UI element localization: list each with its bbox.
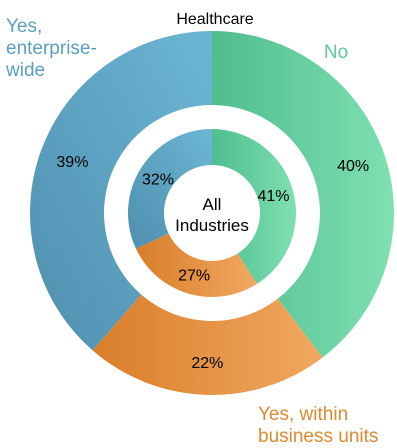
category-label-within-business-units-line-2: business units: [258, 426, 378, 447]
chart-title: Healthcare: [176, 11, 253, 28]
category-label-enterprise-wide-line-3: wide: [5, 60, 45, 81]
center-label-line2: Industries: [175, 216, 249, 235]
inner-slice-no: [212, 129, 297, 284]
outer-slice-enterprise-wide: [30, 31, 213, 351]
inner-value-label-no: 41%: [257, 188, 289, 205]
outer-value-label-enterprise-wide: 39%: [56, 154, 88, 171]
category-label-enterprise-wide-line-2: enterprise-: [6, 38, 97, 59]
outer-slice-no: [212, 31, 395, 358]
category-label-enterprise-wide-line-1: Yes,: [6, 16, 42, 37]
outer-slice-within-business-units: [92, 294, 323, 396]
category-label-no-line-1: No: [324, 42, 348, 63]
value-labels: 40% 22% 39% 41% 27% 32%: [56, 154, 369, 372]
category-label-within-business-units-line-1: Yes, within: [258, 404, 348, 425]
center-label-line1: All: [203, 195, 222, 214]
inner-slice-within-business-units: [135, 233, 258, 297]
outer-value-label-no: 40%: [337, 158, 369, 175]
inner-value-label-within-business-units: 27%: [178, 267, 210, 284]
outer-value-label-within-business-units: 22%: [191, 355, 223, 372]
inner-value-label-enterprise-wide: 32%: [142, 172, 174, 189]
outer-ring: [30, 31, 395, 396]
inner-ring: [128, 129, 297, 297]
inner-slice-enterprise-wide: [128, 129, 212, 249]
